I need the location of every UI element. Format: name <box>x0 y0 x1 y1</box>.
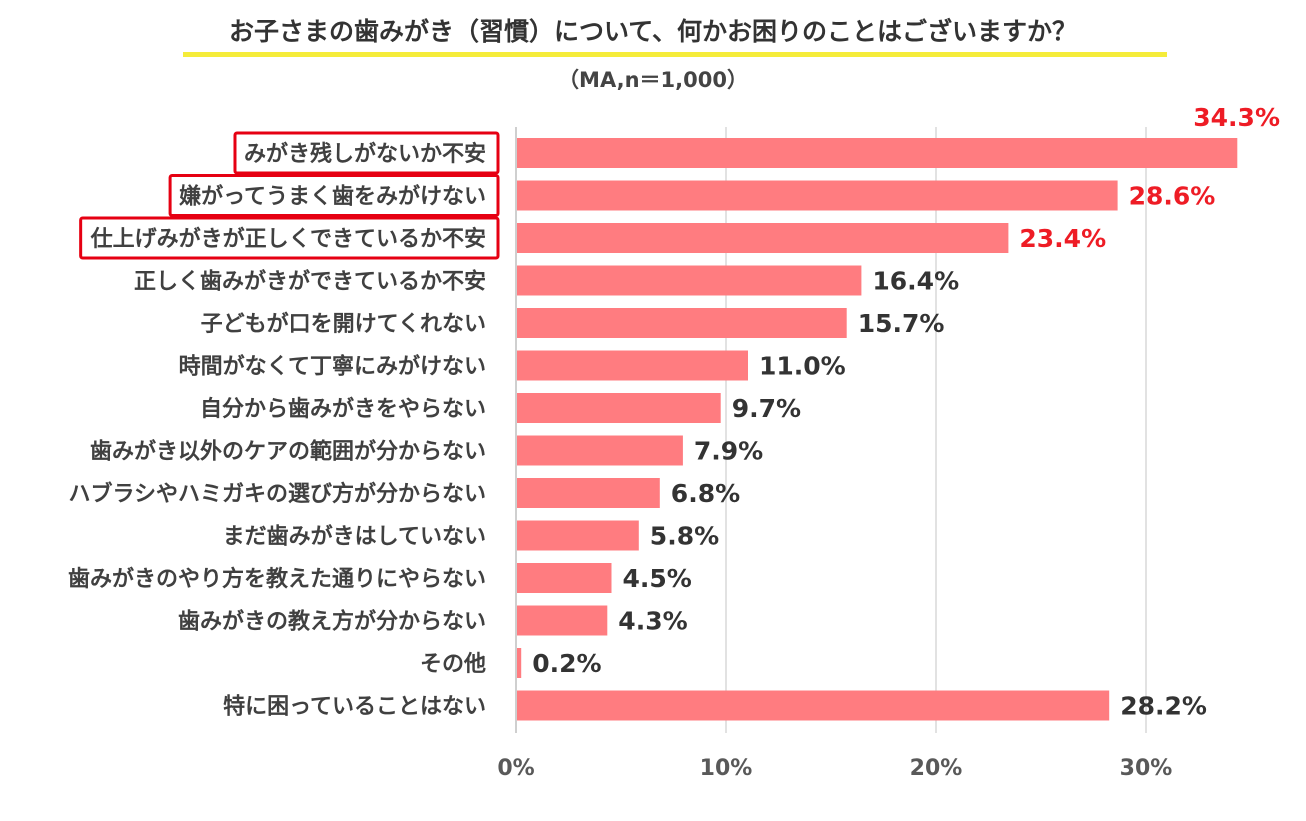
value-label: 28.2% <box>1120 692 1207 721</box>
x-tick-label: 0% <box>497 756 534 781</box>
category-label: まだ歯みがきはしていない <box>223 524 486 550</box>
highlight-box <box>233 131 500 175</box>
value-label: 16.4% <box>872 267 959 296</box>
bar <box>517 690 1110 721</box>
highlight-box <box>79 216 500 260</box>
category-label: 嫌がってうまく歯をみがけない <box>179 184 486 210</box>
category-label: 子どもが口を開けてくれない <box>201 311 486 337</box>
title-underline <box>183 52 1167 57</box>
bar <box>517 520 639 551</box>
category-label: 特に困っていることはない <box>223 694 486 720</box>
value-label: 5.8% <box>650 522 719 551</box>
category-label: 時間がなくて丁寧にみがけない <box>179 354 486 380</box>
bar <box>517 138 1238 168</box>
bar <box>517 393 721 423</box>
category-label: 自分から歯みがきをやらない <box>200 396 486 422</box>
x-tick-label: 30% <box>1120 756 1173 781</box>
value-label: 7.9% <box>694 437 763 466</box>
bar <box>517 265 862 296</box>
value-label: 6.8% <box>671 479 740 508</box>
value-label: 4.3% <box>618 607 687 636</box>
category-label: みがき残しがないか不安 <box>244 141 486 167</box>
value-label: 23.4% <box>1019 224 1106 253</box>
highlight-box <box>168 174 500 217</box>
chart-subtitle: （MA,n＝1,000） <box>558 68 748 92</box>
category-label: 歯みがき以外のケアの範囲が分からない <box>90 439 486 465</box>
category-label: その他 <box>420 652 486 677</box>
category-label: 歯みがきの教え方が分からない <box>178 609 486 635</box>
value-label: 34.3% <box>1193 103 1280 132</box>
bar <box>517 223 1009 253</box>
category-label: 歯みがきのやり方を教えた通りにやらない <box>68 566 486 592</box>
bar <box>517 180 1118 211</box>
bar <box>517 648 522 678</box>
category-label: 仕上げみがきが正しくできているか不安 <box>90 226 486 252</box>
value-label: 9.7% <box>732 394 801 423</box>
category-label: 正しく歯みがきができているか不安 <box>134 269 486 295</box>
category-label: ハブラシやハミガキの選び方が分からない <box>68 481 486 507</box>
bar <box>517 605 608 636</box>
bar <box>517 308 847 338</box>
value-label: 28.6% <box>1129 182 1216 211</box>
bar <box>517 350 748 381</box>
value-label: 15.7% <box>858 309 945 338</box>
bar <box>517 563 612 593</box>
value-label: 4.5% <box>623 564 692 593</box>
value-label: 11.0% <box>759 352 846 381</box>
value-label: 0.2% <box>532 649 601 678</box>
chart-title: お子さまの歯みがき（習慣）について、何かお困りのことはございますか？ <box>228 17 1077 46</box>
bar <box>517 435 683 466</box>
bar <box>517 478 660 508</box>
x-tick-label: 10% <box>700 756 753 781</box>
x-tick-label: 20% <box>910 756 963 781</box>
